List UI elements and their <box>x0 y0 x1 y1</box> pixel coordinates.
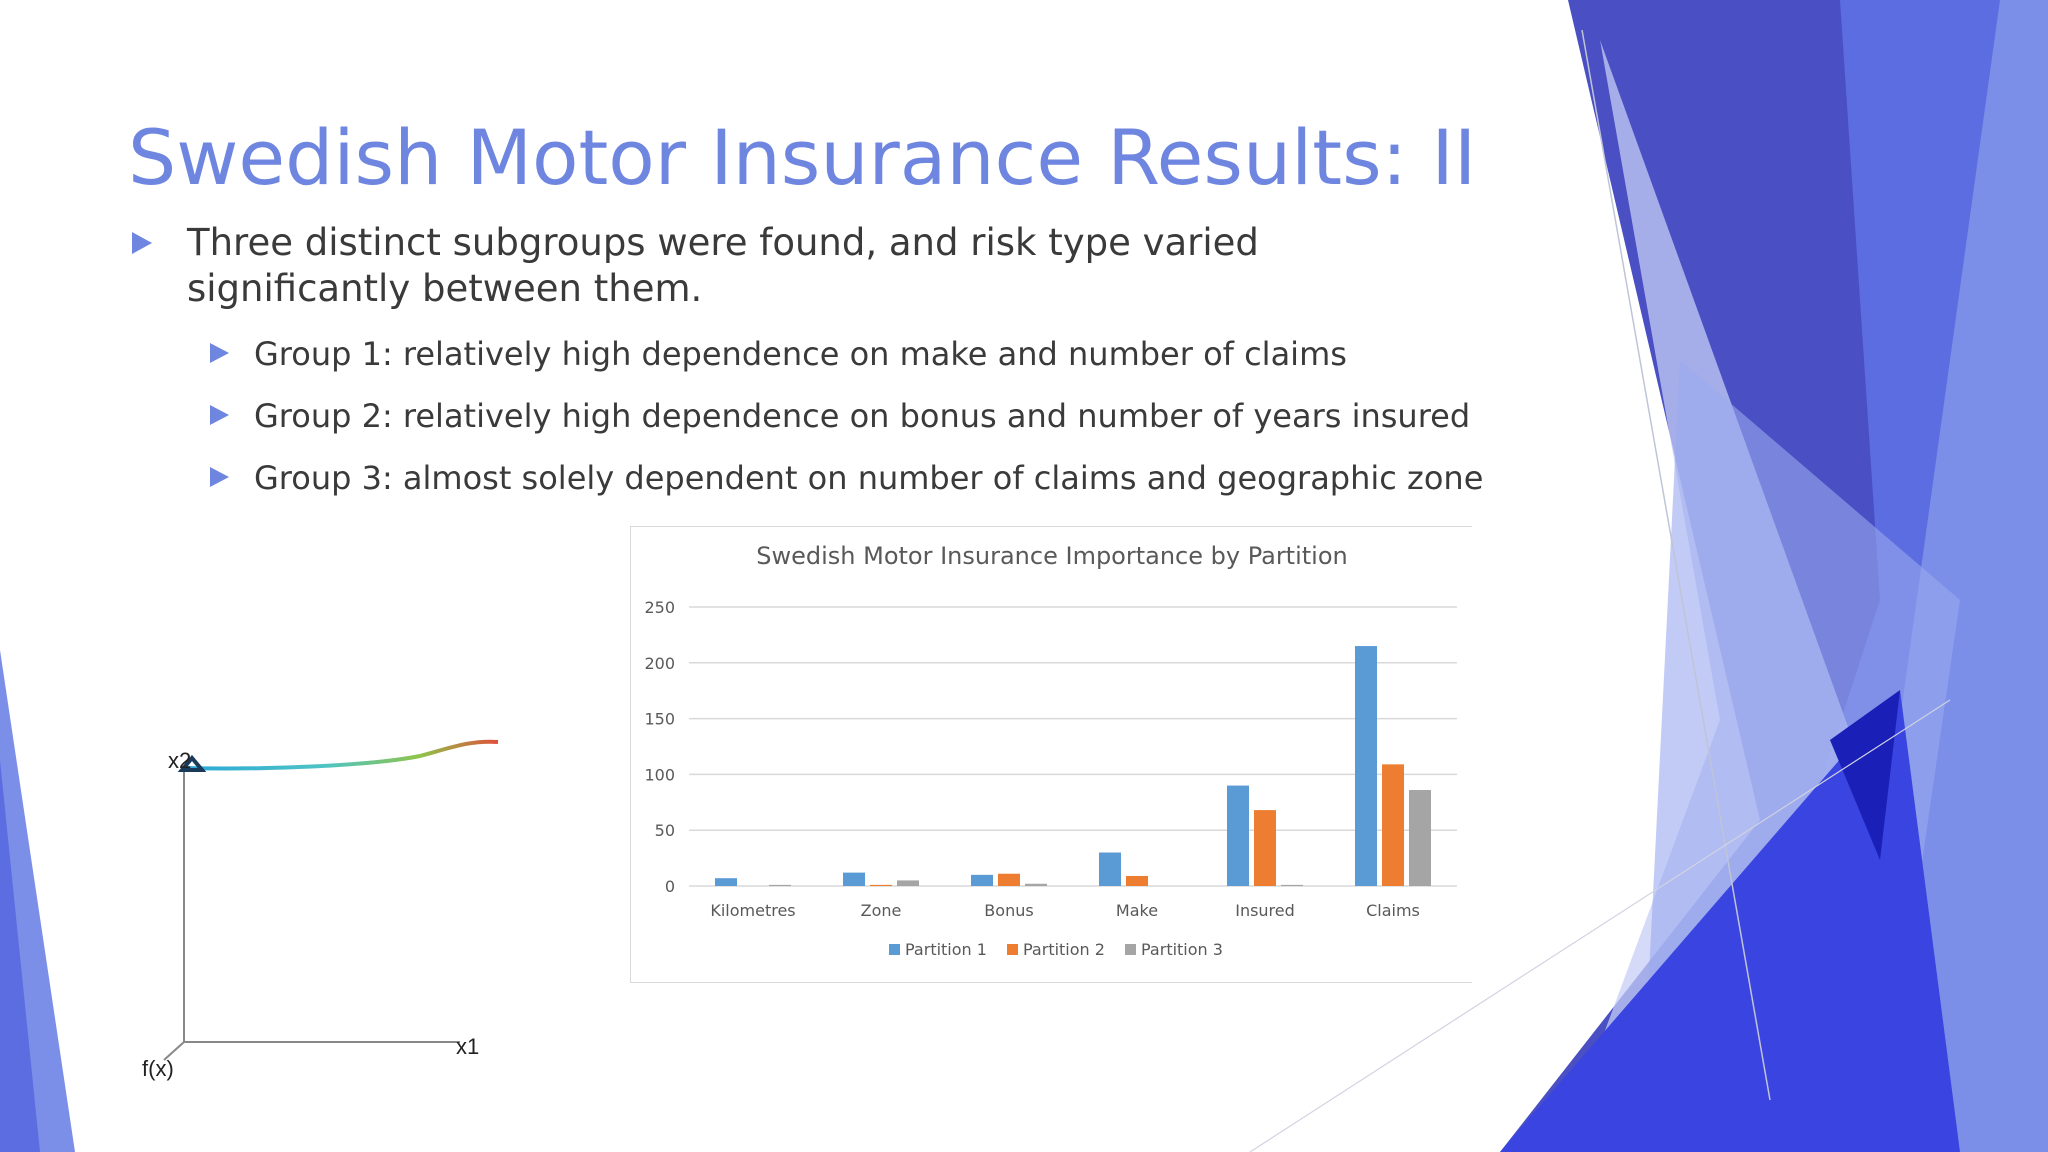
bar <box>1025 883 1047 886</box>
legend-swatch <box>889 944 900 955</box>
chart-legend: Partition 1 Partition 2 Partition 3 <box>889 940 1223 959</box>
bar <box>1254 810 1276 886</box>
bar <box>1281 884 1303 886</box>
legend-label: Partition 2 <box>1023 940 1105 959</box>
x-tick-label: Kilometres <box>710 901 795 920</box>
bullet-group-3: Group 3: almost solely dependent on numb… <box>210 456 1483 500</box>
bar <box>1382 764 1404 886</box>
y-tick-label: 100 <box>644 765 675 784</box>
bg-facet-deep <box>1830 690 1900 860</box>
legend-label: Partition 1 <box>905 940 987 959</box>
bullet-group-3-text: Group 3: almost solely dependent on numb… <box>254 459 1484 497</box>
bar <box>870 884 892 886</box>
bullet-arrow-icon <box>210 405 229 425</box>
y-tick-label: 0 <box>665 877 675 896</box>
bg-facet-bright <box>1500 690 1960 1152</box>
sketch-start-marker-icon <box>177 754 207 772</box>
bar <box>971 874 993 886</box>
slide-title: Swedish Motor Insurance Results: II <box>128 113 1477 202</box>
bullet-arrow-icon <box>132 232 152 254</box>
bar <box>1126 875 1148 886</box>
x-tick-label: Bonus <box>984 901 1033 920</box>
bar <box>1355 646 1377 886</box>
bullet-group-2-text: Group 2: relatively high dependence on b… <box>254 397 1471 435</box>
bullet-group-2: Group 2: relatively high dependence on b… <box>210 394 1470 438</box>
legend-label: Partition 3 <box>1141 940 1223 959</box>
bar <box>1227 785 1249 886</box>
bullet-group-1-text: Group 1: relatively high dependence on m… <box>254 335 1347 373</box>
importance-bar-chart: Swedish Motor Insurance Importance by Pa… <box>644 542 1457 959</box>
bar <box>1099 852 1121 886</box>
x-tick-label: Make <box>1116 901 1158 920</box>
bar <box>1409 790 1431 886</box>
y-tick-label: 50 <box>655 821 675 840</box>
chart-y-ticks: 0 50 100 150 200 250 <box>644 598 675 896</box>
y-tick-label: 200 <box>644 654 675 673</box>
sketch-x-label: x1 <box>456 1034 479 1059</box>
x-tick-label: Claims <box>1366 901 1420 920</box>
bar <box>998 873 1020 886</box>
function-sketch: x2 x1 f(x) <box>142 739 499 1081</box>
bar <box>769 884 791 886</box>
chart-x-ticks: Kilometres Zone Bonus Make Insured Claims <box>710 901 1420 920</box>
bullet-main: Three distinct subgroups were found, and… <box>132 220 1467 312</box>
legend-swatch <box>1007 944 1018 955</box>
x-tick-label: Zone <box>861 901 902 920</box>
chart-title: Swedish Motor Insurance Importance by Pa… <box>756 542 1347 570</box>
sketch-z-axis <box>163 1041 185 1061</box>
sketch-origin-label: f(x) <box>142 1056 174 1081</box>
bullet-arrow-icon <box>210 467 229 487</box>
chart-bars <box>715 646 1431 886</box>
bar <box>897 880 919 886</box>
chart-gridlines <box>689 606 1457 887</box>
bar <box>715 878 737 886</box>
bg-line-1 <box>1581 29 1771 1101</box>
sketch-curve <box>183 739 499 771</box>
bullet-main-text: Three distinct subgroups were found, and… <box>187 221 1259 310</box>
y-tick-label: 150 <box>644 710 675 729</box>
y-tick-label: 250 <box>644 598 675 617</box>
bg-left-facet-dark <box>0 760 40 1152</box>
sketch-y-label: x2 <box>168 748 191 773</box>
chart-container: Swedish Motor Insurance Importance by Pa… <box>630 526 1472 983</box>
legend-swatch <box>1125 944 1136 955</box>
bar <box>843 872 865 886</box>
x-tick-label: Insured <box>1235 901 1295 920</box>
bg-line-2 <box>1249 699 1951 1152</box>
bullet-group-1: Group 1: relatively high dependence on m… <box>210 332 1454 376</box>
bullet-arrow-icon <box>210 343 229 363</box>
